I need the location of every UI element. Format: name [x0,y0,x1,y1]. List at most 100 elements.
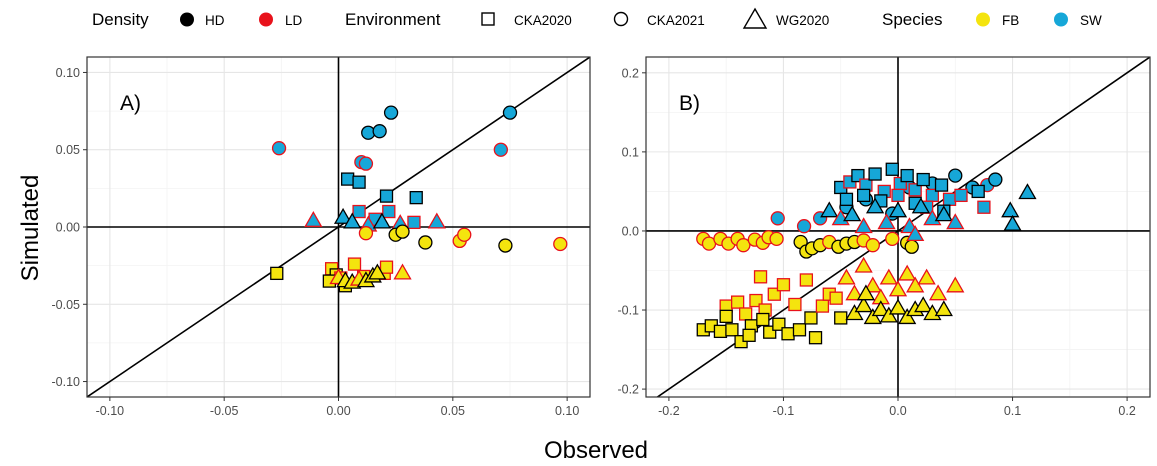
point-square [804,311,818,325]
legend-label-cka2020: CKA2020 [514,13,572,28]
point-circle [988,172,1003,187]
y-tick-label: -0.2 [617,383,639,397]
legend-key-fb [976,12,990,27]
x-tick-label: 0.10 [555,404,579,418]
point-square [954,188,968,203]
point-triangle [906,276,925,293]
points [270,105,568,293]
points [696,162,1037,349]
point-circle [395,224,410,239]
point-square [977,200,991,214]
point-triangle [845,304,864,321]
point-circle [736,238,751,253]
point-triangle [865,197,885,214]
y-tick-label: -0.10 [52,375,81,389]
y-tick-label: 0.05 [56,143,80,157]
point-square [739,307,753,321]
point-triangle [333,207,353,224]
legend-label-wg2020: WG2020 [776,13,829,28]
x-tick-label: 0.0 [889,404,906,418]
point-square [730,295,745,309]
point-square [347,257,362,271]
point-triangle [934,205,953,222]
point-square [382,204,396,219]
ref-line-identity [656,57,1150,397]
point-circle [418,235,433,250]
point-triangle [427,212,446,229]
point-circle [502,105,518,120]
legend-key-cka2020 [481,12,495,26]
legend-label-sw: SW [1080,13,1102,28]
point-triangle [343,212,362,229]
point-triangle [854,217,873,234]
y-tick-label: 0.0 [622,224,639,238]
y-tick-label: 0.1 [622,145,639,159]
point-circle [553,236,568,252]
legend-key-hd [180,12,194,27]
point-triangle [820,201,839,218]
point-triangle [1003,214,1022,231]
point-triangle [856,284,876,301]
x-tick-label: 0.00 [326,404,350,418]
point-triangle [946,276,965,293]
point-square [725,323,739,337]
point-square [719,309,733,323]
point-triangle [877,213,896,230]
y-tick-label: -0.05 [52,298,81,312]
point-square [713,324,728,339]
reference-lines [646,57,1150,397]
point-square [799,273,814,287]
point-square [352,175,366,189]
point-triangle [879,268,898,285]
y-tick-label: 0.10 [56,66,80,80]
point-square [934,178,949,192]
x-tick-label: -0.1 [773,404,795,418]
y-tick-label: 0.00 [56,221,80,235]
point-square [900,168,914,183]
y-axis-title: Simulated [17,175,44,282]
point-circle [383,105,399,120]
point-circle [271,141,287,156]
point-circle [770,211,785,226]
legend-label-fb: FB [1002,13,1019,28]
x-axis-title: Observed [544,437,648,464]
point-triangle [879,306,898,323]
legend-key-ld [259,12,273,27]
point-triangle [843,205,862,222]
point-circle [948,168,963,183]
x-tick-label: 0.1 [1004,404,1021,418]
legend-key-sw [1054,12,1068,27]
point-square [856,188,871,203]
point-square [776,278,791,292]
point-square [409,190,423,205]
point-triangle [1018,183,1037,200]
point-triangle [854,256,873,273]
legend-title-species: Species [882,10,942,29]
point-circle [865,238,880,253]
x-tick-label: 0.05 [441,404,465,418]
legend-title-environment: Environment [345,10,441,29]
point-triangle [917,268,936,285]
point-triangle [914,296,933,313]
point-circle [796,219,812,234]
x-tick-label: 0.2 [1118,404,1135,418]
point-triangle [898,264,917,281]
point-triangle [898,308,917,325]
point-triangle [871,300,890,317]
x-tick-label: -0.2 [658,404,680,418]
legend-title-density: Density [92,10,149,29]
point-square [742,328,756,342]
point-square [808,331,823,345]
point-square [829,291,843,305]
point-triangle [888,201,908,218]
point-square [868,167,882,181]
panel-a: -0.10 -0.05 0.00 0.05 0.10 -0.10 -0.05 0.00 0.05… [52,56,591,418]
point-square [839,192,854,206]
point-triangle [888,280,908,297]
point-square [834,311,848,325]
point-triangle [854,296,873,313]
point-square [340,172,355,186]
point-circle [493,142,508,157]
legend-label-ld: LD [285,13,303,28]
